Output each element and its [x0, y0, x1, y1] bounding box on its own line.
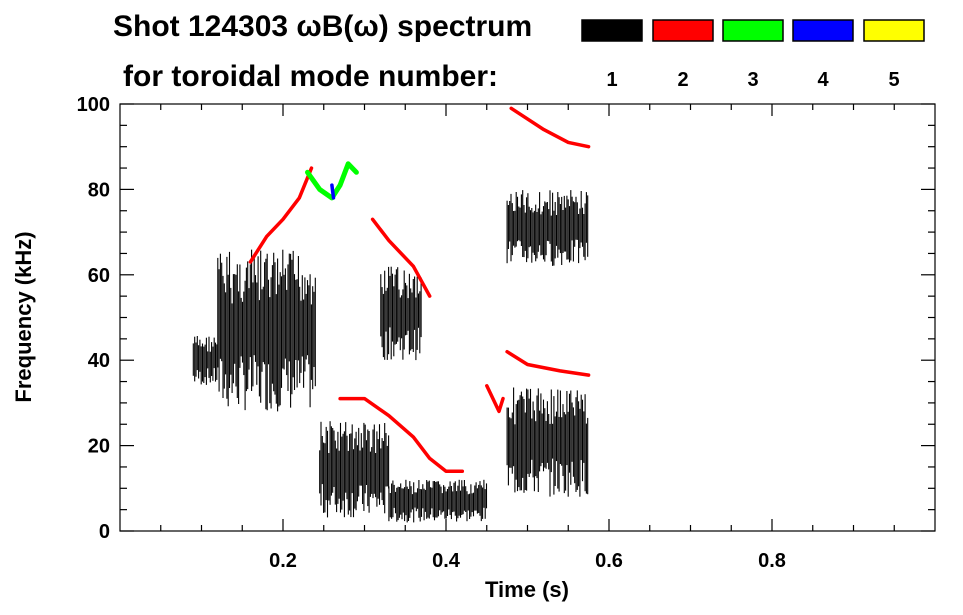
mode-4-track-0 [330, 183, 336, 200]
y-tick-label: 80 [88, 179, 110, 201]
y-tick-label: 100 [77, 94, 110, 116]
y-tick-label: 60 [88, 265, 110, 287]
x-tick-label: 0.2 [269, 550, 297, 572]
mode-2-track-2 [338, 396, 465, 473]
mode-1-region-6 [506, 190, 589, 266]
chart-title: Shot 124303 ωB(ω) spectrum [113, 10, 532, 43]
mode-2-track-0 [248, 166, 314, 264]
mode-3-track-0 [305, 161, 359, 201]
legend-swatch-mode-1 [581, 19, 643, 42]
x-tick-label: 0.6 [595, 550, 623, 572]
legend-swatch-mode-4 [792, 19, 854, 42]
legend-label-mode-4: 4 [817, 69, 829, 91]
x-axis-label: Time (s) [485, 577, 569, 602]
mode-1-region-3 [388, 479, 488, 523]
mode-1-region-5 [506, 387, 589, 497]
legend-swatch-mode-3 [722, 19, 784, 42]
axis-ticks [120, 103, 935, 532]
y-tick-label: 40 [88, 350, 110, 372]
y-axis-label: Frequency (kHz) [11, 231, 36, 402]
x-tick-labels: 0.2 0.4 0.6 0.8 [269, 550, 786, 572]
y-tick-label: 20 [88, 436, 110, 458]
mode-1-region-2 [319, 421, 390, 518]
x-tick-label: 0.8 [758, 550, 786, 572]
mode-2-track-5 [485, 384, 505, 414]
y-tick-label: 0 [99, 521, 110, 543]
legend-label-mode-5: 5 [888, 69, 899, 91]
mode-2-track-3 [505, 349, 591, 377]
legend: 1 2 3 4 5 [581, 19, 925, 91]
legend-label-mode-3: 3 [747, 69, 758, 91]
x-tick-label: 0.4 [432, 550, 461, 572]
mode-2-track-4 [509, 106, 591, 149]
legend-label-mode-1: 1 [606, 69, 617, 91]
legend-swatch-mode-5 [863, 19, 925, 42]
mode-1-region-4 [380, 266, 422, 361]
mode-2-track-1 [370, 217, 432, 298]
mode-1-region-0 [192, 336, 218, 385]
legend-label-mode-2: 2 [677, 69, 688, 91]
y-tick-labels: 0 20 40 60 80 100 [77, 94, 110, 543]
legend-swatch-mode-2 [652, 19, 714, 42]
mode-1-region-1 [217, 249, 316, 412]
mode-regions [192, 190, 589, 523]
chart-subtitle: for toroidal mode number: [123, 60, 498, 93]
mode-tracks [248, 106, 591, 473]
